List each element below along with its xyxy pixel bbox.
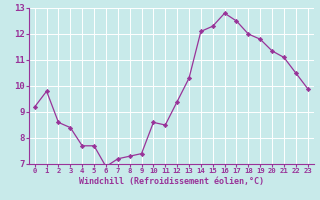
X-axis label: Windchill (Refroidissement éolien,°C): Windchill (Refroidissement éolien,°C) (79, 177, 264, 186)
